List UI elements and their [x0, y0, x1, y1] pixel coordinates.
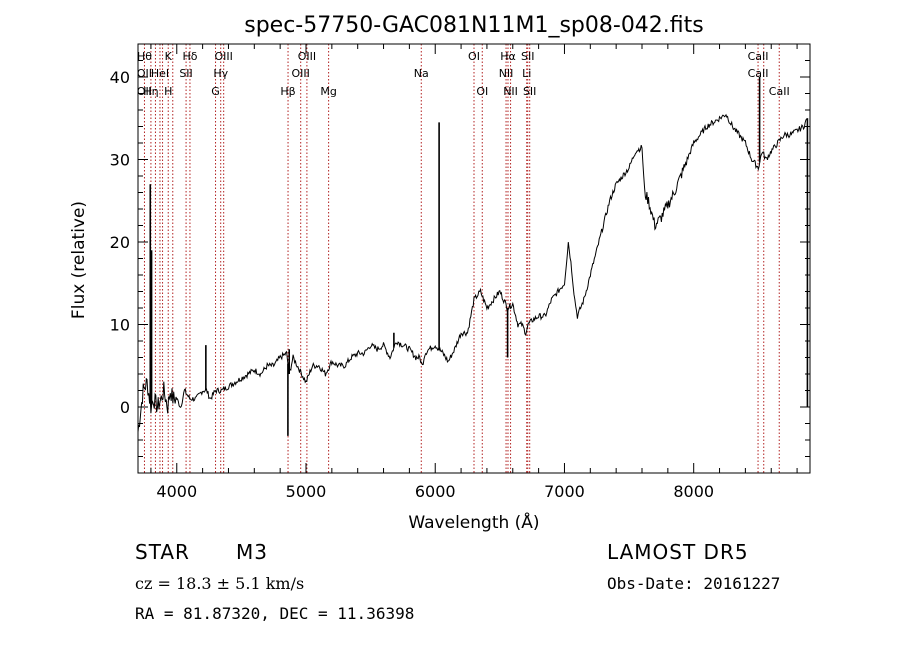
- spectral-line-label: OII: [137, 85, 152, 98]
- spectral-line-label: Hβ: [280, 85, 295, 98]
- spectral-line-label: Li: [522, 67, 531, 80]
- spectral-line-label: HeI: [151, 67, 169, 80]
- spectral-line-label: OIII: [298, 50, 316, 63]
- spectral-line-label: Hη: [143, 85, 158, 98]
- spectral-line-label: SII: [179, 67, 192, 80]
- spectrum-series: [137, 77, 809, 436]
- y-tick-label: 20: [110, 233, 130, 252]
- spectral-line-label: Hθ: [137, 50, 152, 63]
- spectral-line-label: CaII: [769, 85, 790, 98]
- spectral-line-label: NII: [499, 67, 514, 80]
- spectral-line-label: K: [165, 50, 173, 63]
- x-tick-label: 5000: [286, 482, 327, 501]
- spectral-line-label: H: [164, 85, 172, 98]
- spectral-line-label: Hγ: [213, 67, 228, 80]
- axis-ticks: 4000 5000 6000 7000 8000 0 10 20 30 40: [110, 43, 810, 501]
- y-tick-label: 0: [120, 398, 130, 417]
- x-axis-label: Wavelength (Å): [408, 511, 539, 533]
- spectral-line-labels: HθOIIOIIHηHeIKHSIIHδGHγOIIIHβOIIIOIIIMgN…: [137, 50, 790, 98]
- object-class: STAR: [135, 540, 190, 564]
- spectral-line-label: CaII: [748, 67, 769, 80]
- spectral-line-label: G: [211, 85, 220, 98]
- spectral-line-label: OI: [476, 85, 488, 98]
- spectral-line-label: Na: [414, 67, 429, 80]
- y-axis-label: Flux (relative): [69, 201, 89, 319]
- x-tick-label: 4000: [156, 482, 197, 501]
- spectral-line-label: OI: [468, 50, 480, 63]
- redshift-value: cz = 18.3 ± 5.1 km/s: [135, 574, 305, 593]
- coordinates: RA = 81.87320, DEC = 11.36398: [135, 604, 415, 623]
- chart-title: spec-57750-GAC081N11M1_sp08-042.fits: [244, 13, 704, 38]
- spectral-line-label: OII: [137, 67, 152, 80]
- y-tick-label: 40: [110, 68, 130, 87]
- spectral-line-label: Hδ: [182, 50, 197, 63]
- spectral-line-markers: [143, 44, 780, 473]
- spectrum-line: [137, 113, 808, 432]
- observation-date: Obs-Date: 20161227: [607, 574, 781, 593]
- y-tick-label: 30: [110, 151, 130, 170]
- x-tick-label: 6000: [415, 482, 456, 501]
- spectral-line-label: Hα: [500, 50, 516, 63]
- spectral-line-label: CaII: [748, 50, 769, 63]
- x-tick-label: 8000: [673, 482, 714, 501]
- spectral-line-label: OIII: [214, 50, 232, 63]
- object-subclass: M3: [236, 540, 268, 564]
- spectral-line-label: OIII: [292, 67, 310, 80]
- spectral-line-label: NII: [503, 85, 518, 98]
- x-tick-label: 7000: [544, 482, 585, 501]
- spectral-line-label: SII: [523, 85, 536, 98]
- survey-name: LAMOST DR5: [607, 540, 749, 564]
- y-tick-label: 10: [110, 316, 130, 335]
- spectral-line-label: SII: [521, 50, 534, 63]
- spectral-line-label: Mg: [320, 85, 336, 98]
